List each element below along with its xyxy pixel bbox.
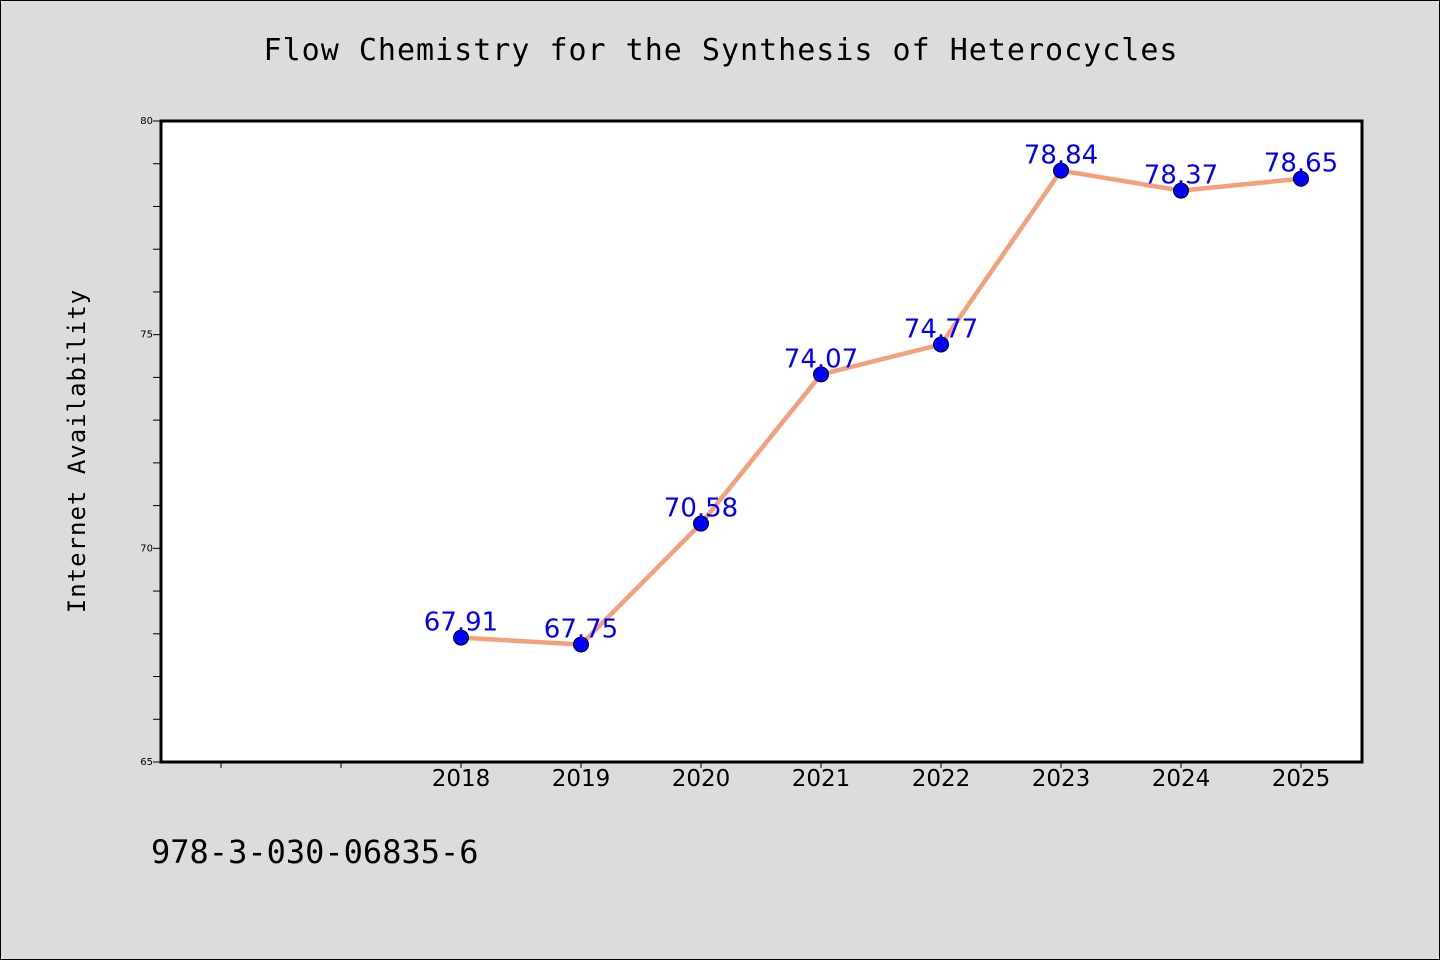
data-point-marker bbox=[813, 366, 829, 383]
plot-frame bbox=[159, 119, 1364, 764]
data-label: 78.37 bbox=[1144, 161, 1218, 191]
y-tick-label: 65 bbox=[140, 757, 153, 768]
data-point-marker bbox=[1293, 170, 1309, 187]
data-label: 67.91 bbox=[424, 608, 498, 638]
x-tick-label: 2023 bbox=[1032, 766, 1091, 792]
data-point-marker bbox=[1053, 162, 1069, 179]
chart-title: Flow Chemistry for the Synthesis of Hete… bbox=[263, 33, 1179, 68]
data-label: 78.65 bbox=[1264, 149, 1338, 179]
x-tick-label: 2020 bbox=[672, 766, 731, 792]
x-tick-label: 2025 bbox=[1272, 766, 1331, 792]
y-tick-label: 70 bbox=[140, 543, 153, 554]
axis-layer: 65 70 75 80 2018 2019 2020 2021 2022 2023 2024 2025 bbox=[140, 116, 1330, 792]
y-tick-label: 75 bbox=[140, 330, 153, 341]
data-label: 74.77 bbox=[904, 314, 978, 344]
data-point-marker bbox=[1173, 182, 1189, 199]
data-point-marker bbox=[933, 336, 949, 353]
data-label: 74.07 bbox=[784, 344, 858, 374]
x-tick-label: 2019 bbox=[552, 766, 611, 792]
data-point-marker bbox=[693, 515, 709, 532]
x-tick-label: 2021 bbox=[792, 766, 851, 792]
data-label: 78.84 bbox=[1024, 141, 1098, 171]
x-tick-label: 2022 bbox=[912, 766, 971, 792]
x-tick-label: 2024 bbox=[1152, 766, 1211, 792]
data-label: 67.75 bbox=[544, 614, 618, 644]
data-label: 70.58 bbox=[664, 494, 738, 524]
data-point-marker bbox=[573, 636, 589, 653]
data-point-marker bbox=[453, 629, 469, 646]
y-tick-label: 80 bbox=[140, 116, 153, 127]
series-layer: 67.91 67.75 70.58 74.07 74.77 78.84 78.37 78.65 bbox=[424, 141, 1338, 653]
series-line bbox=[458, 168, 1304, 647]
footnote-isbn: 978-3-030-06835-6 bbox=[151, 833, 479, 871]
x-tick-label: 2018 bbox=[432, 766, 491, 792]
